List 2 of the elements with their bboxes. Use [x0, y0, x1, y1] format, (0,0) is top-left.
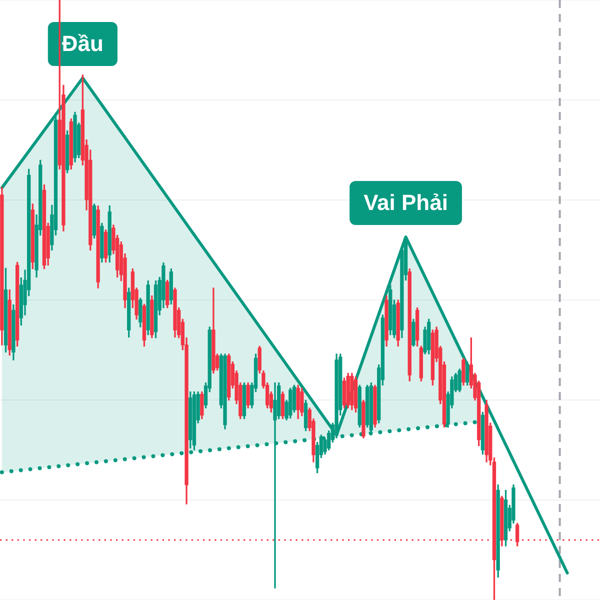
- annotation: Vai Phải: [364, 190, 448, 216]
- annotation: Đầu: [62, 31, 104, 56]
